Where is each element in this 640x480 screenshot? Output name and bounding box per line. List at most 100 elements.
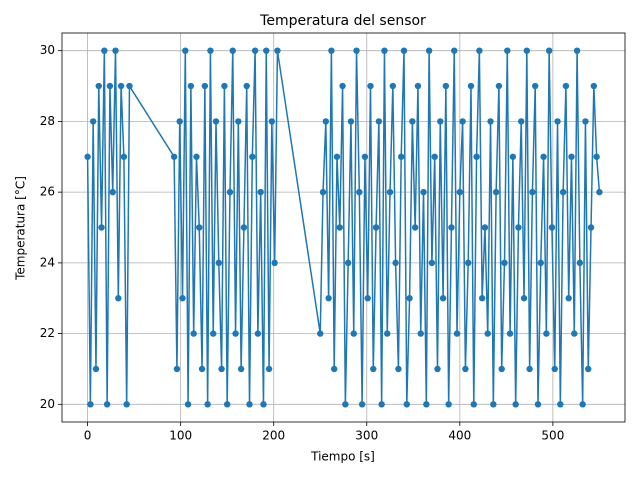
data-point — [562, 82, 570, 90]
data-point — [531, 82, 539, 90]
data-point — [529, 188, 536, 196]
data-point — [434, 365, 441, 373]
data-point — [462, 365, 469, 373]
data-point — [423, 401, 430, 408]
y-tick-label: 28 — [40, 114, 55, 128]
data-point — [484, 330, 491, 337]
data-point — [204, 401, 211, 408]
data-point — [406, 295, 413, 302]
data-point — [582, 118, 589, 125]
data-point — [459, 118, 466, 125]
data-point — [126, 82, 133, 90]
data-point — [319, 188, 327, 196]
data-point — [358, 401, 366, 408]
data-point — [397, 153, 405, 160]
data-point — [554, 118, 561, 125]
data-point — [498, 365, 505, 373]
data-point — [439, 295, 447, 302]
data-point — [336, 224, 343, 231]
data-point — [411, 224, 419, 231]
data-point — [260, 401, 267, 408]
data-point — [551, 365, 558, 373]
data-point — [274, 47, 281, 54]
data-point — [103, 401, 111, 408]
data-point — [339, 82, 346, 90]
data-point — [520, 295, 528, 302]
data-point — [384, 330, 391, 337]
data-point — [342, 401, 349, 408]
data-point — [548, 224, 556, 231]
data-point — [210, 330, 217, 337]
x-axis-label: Tiempo [s] — [310, 450, 375, 464]
data-point — [501, 259, 508, 267]
data-point — [333, 153, 341, 160]
data-point — [190, 330, 197, 337]
data-point — [448, 224, 455, 231]
data-point — [487, 118, 494, 125]
data-point — [409, 118, 416, 125]
data-point — [344, 259, 352, 267]
data-point — [540, 153, 547, 160]
data-point — [389, 82, 397, 90]
data-point — [504, 47, 511, 54]
data-point — [229, 47, 236, 54]
data-point — [196, 224, 203, 231]
data-line — [86, 50, 601, 405]
data-point — [381, 47, 388, 54]
data-point — [543, 330, 550, 337]
data-point — [509, 153, 517, 160]
data-point — [492, 188, 500, 196]
y-tick-label: 24 — [40, 255, 55, 269]
data-point — [395, 365, 402, 373]
data-point — [347, 118, 355, 125]
data-point — [451, 47, 458, 54]
data-point — [579, 401, 586, 408]
data-point — [400, 47, 408, 54]
chart-title: Temperatura del sensor — [259, 13, 426, 29]
data-point — [215, 259, 223, 267]
data-point — [106, 82, 114, 90]
data-point — [512, 401, 519, 408]
data-point — [573, 47, 581, 54]
y-tick-label: 30 — [40, 43, 55, 57]
data-point — [587, 224, 595, 231]
data-point — [523, 47, 531, 54]
data-point — [403, 401, 410, 408]
data-point — [518, 118, 525, 125]
data-point — [350, 330, 357, 337]
x-tick-label: 300 — [355, 429, 378, 443]
data-point — [257, 188, 264, 196]
data-point — [120, 153, 128, 160]
data-point — [526, 365, 533, 373]
data-point — [506, 330, 514, 337]
data-point — [265, 365, 273, 373]
y-tick-label: 22 — [40, 326, 55, 340]
data-point — [490, 401, 497, 408]
data-point — [428, 259, 436, 267]
data-point — [356, 188, 363, 196]
data-point — [235, 118, 242, 125]
x-tick-label: 100 — [169, 429, 192, 443]
data-point — [392, 259, 399, 267]
data-point — [251, 47, 259, 54]
data-point — [431, 153, 438, 160]
x-tick-label: 0 — [84, 429, 92, 443]
data-point — [372, 224, 380, 231]
data-point — [179, 295, 186, 302]
data-point — [212, 118, 220, 125]
plot-frame — [61, 32, 626, 423]
data-point — [109, 188, 116, 196]
data-point — [576, 259, 584, 267]
data-point — [101, 47, 108, 54]
data-point — [218, 365, 225, 373]
data-point — [473, 153, 480, 160]
data-point — [98, 224, 105, 231]
data-point — [115, 295, 122, 302]
data-point — [370, 365, 377, 373]
data-point — [170, 153, 178, 160]
data-point — [585, 365, 592, 373]
data-point — [112, 47, 119, 54]
x-tick-label: 200 — [262, 429, 285, 443]
data-point — [201, 82, 209, 90]
